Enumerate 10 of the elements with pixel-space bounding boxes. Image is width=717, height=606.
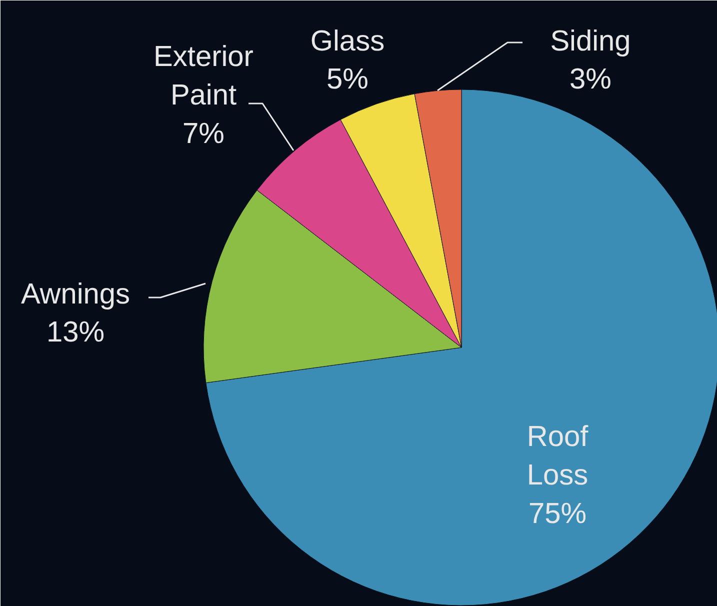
slice-label: Exterior Paint [154, 41, 254, 112]
slice-label: Awnings [20, 278, 130, 310]
data-label: 13% [46, 316, 105, 349]
data-label: 5% [326, 64, 368, 96]
slice-label: Roof Loss [526, 421, 590, 492]
data-label: 3% [570, 64, 612, 96]
data-label: 75% [528, 498, 587, 530]
data-label: 7% [182, 118, 224, 150]
slice-label: Glass [310, 25, 385, 58]
slice-label: Siding [550, 25, 631, 58]
